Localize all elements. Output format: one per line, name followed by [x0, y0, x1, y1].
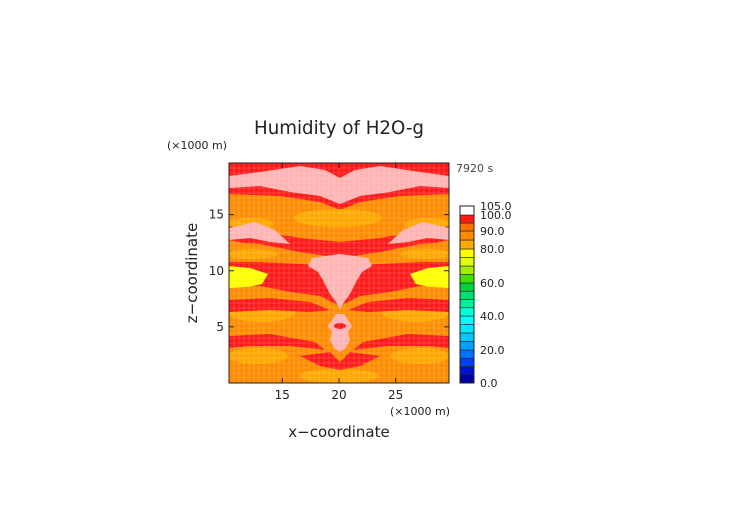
- field-region-red-streak-2: [348, 298, 449, 312]
- colorbar-tick-label: 40.0: [480, 310, 505, 323]
- y-tick-label: 15: [209, 208, 224, 222]
- field-region-light-orange-left-2: [229, 249, 278, 259]
- field-region-light-orange-bottom-left: [229, 348, 288, 364]
- field-region-yellow-left: [229, 266, 268, 288]
- field-region-red-streak-4: [353, 334, 449, 350]
- colorbar-frame: [459, 205, 475, 384]
- field-region-pink-plume-lower: [328, 314, 352, 352]
- colorbar-band: [459, 239, 475, 250]
- x-tick-label: 15: [275, 388, 290, 402]
- colorbar-band: [459, 366, 475, 376]
- x-axis-ticks: 15 20 25: [275, 163, 403, 402]
- field-region-pink-left-lobe: [229, 222, 290, 244]
- colorbar-band: [459, 265, 475, 275]
- x-unit-label: (×1000 m): [390, 405, 450, 418]
- colorbar-band: [459, 307, 475, 317]
- y-axis-ticks: 5 10 15: [209, 208, 449, 334]
- field-region-top-pink: [229, 166, 449, 204]
- colorbar-tick-label: 80.0: [480, 243, 505, 256]
- colorbar-band: [459, 230, 475, 241]
- colorbar-band: [459, 374, 475, 384]
- field-region-red-streak-5: [300, 352, 380, 370]
- y-tick-label: 5: [216, 320, 224, 334]
- y-tick-label: 10: [209, 264, 224, 278]
- x-tick-label: 20: [331, 388, 346, 402]
- field-region-pink-right-lobe: [388, 222, 449, 244]
- colorbar-band: [459, 349, 475, 359]
- field-region-light-orange-oval: [294, 209, 382, 227]
- colorbar-band: [459, 299, 475, 309]
- colorbar-tick-label: 0.0: [480, 377, 498, 390]
- colorbar-band: [459, 222, 475, 232]
- field-region-light-orange-right-2: [400, 249, 449, 259]
- colorbar-band: [459, 357, 475, 367]
- colorbar-tick-label: 20.0: [480, 344, 505, 357]
- field-region-yellow-right: [410, 266, 449, 288]
- plot-grid: [229, 163, 449, 383]
- colorbar-tick-label: 60.0: [480, 277, 505, 290]
- field-region-pink-plume: [308, 254, 372, 310]
- colorbar-band: [459, 205, 475, 216]
- colorbar-tick-label: 90.0: [480, 225, 505, 238]
- chart-title: Humidity of H2O-g: [254, 117, 424, 139]
- field-region-red-mid: [229, 226, 449, 254]
- y-unit-label: (×1000 m): [167, 139, 227, 152]
- colorbar-band: [459, 341, 475, 351]
- colorbar-band: [459, 324, 475, 334]
- y-axis-title: z−coordinate: [183, 223, 201, 323]
- x-axis-title: x−coordinate: [288, 423, 389, 441]
- time-label: 7920 s: [456, 162, 493, 175]
- field-region-orange-band: [229, 242, 449, 266]
- field-region-red-core: [334, 323, 346, 329]
- field-region-light-orange-bottom-right: [390, 348, 449, 364]
- colorbar-band: [459, 274, 475, 284]
- field-region-red-streak-3: [229, 334, 325, 350]
- field-region-light-orange-floor: [299, 369, 379, 383]
- plot-area: [229, 163, 449, 383]
- colorbar-tick-label: 105.0: [480, 200, 512, 213]
- colorbar-band: [459, 290, 475, 300]
- colorbar: [459, 205, 475, 384]
- colorbar-band: [459, 248, 475, 258]
- colorbar-band: [459, 214, 475, 224]
- colorbar-band: [459, 257, 475, 267]
- colorbar-band: [459, 332, 475, 342]
- x-tick-label: 25: [388, 388, 403, 402]
- field-region-red-streak-1: [229, 298, 330, 312]
- colorbar-band: [459, 282, 475, 292]
- colorbar-tick-label: 100.0: [480, 209, 512, 222]
- colorbar-band: [459, 315, 475, 325]
